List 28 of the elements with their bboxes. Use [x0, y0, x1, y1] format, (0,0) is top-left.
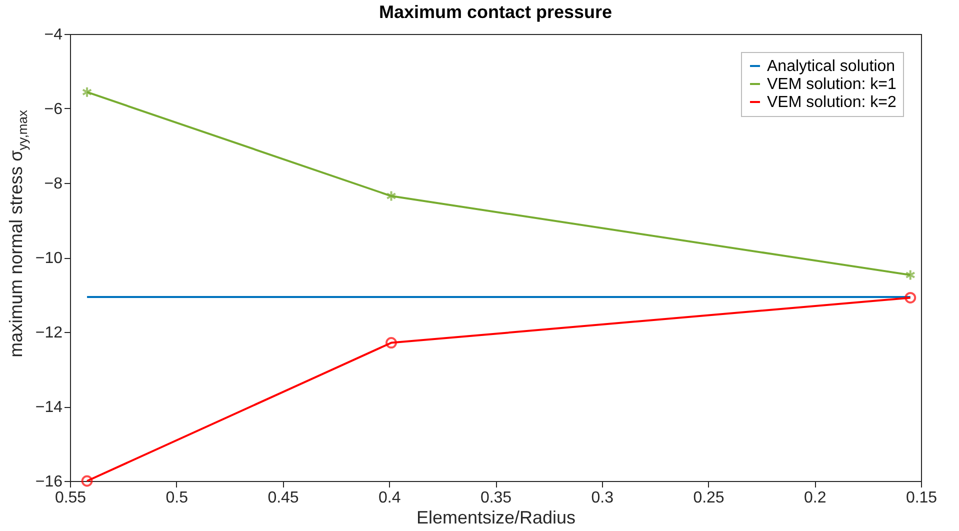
y-tick-label: −8 [44, 176, 63, 192]
point [386, 337, 397, 349]
point [386, 190, 396, 202]
x-tick-label: 0.3 [591, 490, 614, 506]
y-tick-label: −6 [44, 101, 63, 118]
x-tick-label: 0.5 [166, 490, 188, 506]
legend-label: VEM solution: k=1 [767, 76, 896, 93]
x-tick-label: 0.45 [268, 490, 299, 506]
x-tick-label: 0.35 [480, 490, 512, 506]
x-tick-label: 0.2 [804, 490, 826, 506]
point [81, 475, 93, 487]
x-tick-label: 0.4 [378, 490, 401, 506]
y-tick-label: −14 [35, 399, 63, 416]
x-tick-label: 0.25 [693, 490, 724, 506]
chart-title: Maximum contact pressure [378, 2, 612, 22]
point [82, 86, 92, 98]
y-tick-label: −16 [35, 474, 63, 490]
x-axis-title: Elementsize/Radius [416, 508, 576, 528]
y-tick-label: −12 [35, 324, 63, 342]
y-tick-label: −4 [44, 26, 63, 44]
x-tick-label: 0.15 [906, 490, 938, 506]
y-axis-title: maximum normal stress σyy,max [6, 110, 30, 358]
point [905, 269, 916, 281]
x-tick-label: 0.55 [54, 490, 86, 506]
legend-label: VEM solution: k=2 [767, 94, 896, 111]
y-tick-label: −10 [35, 250, 63, 267]
legend-label: Analytical solution [767, 58, 896, 75]
point [904, 292, 916, 304]
